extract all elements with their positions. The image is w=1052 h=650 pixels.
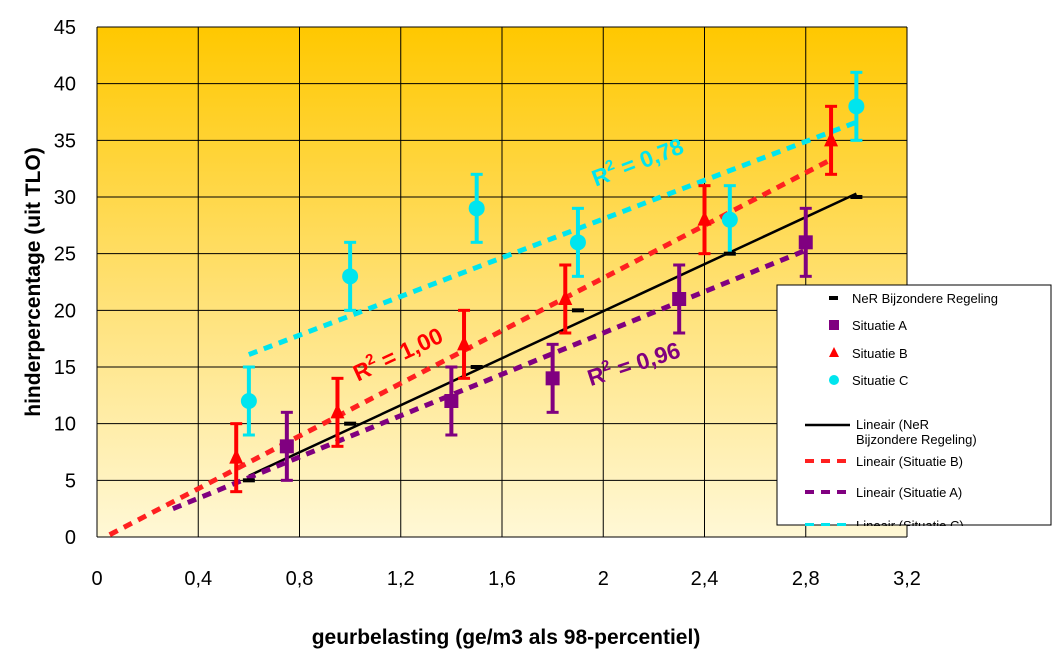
data-point-circle <box>569 234 586 251</box>
data-point-triangle <box>457 335 472 351</box>
data-point-circle <box>848 98 865 115</box>
trendline <box>171 247 807 511</box>
x-tick-label: 0,8 <box>286 568 314 590</box>
x-tick-label: 3,2 <box>893 568 921 590</box>
legend: NeR Bijzondere Regeling Situatie A Situati… <box>776 284 1052 533</box>
data-point-square <box>798 235 813 250</box>
x-tick-label: 1,2 <box>387 568 415 590</box>
data-point-square <box>545 371 560 386</box>
x-tick-label: 2,4 <box>691 568 719 590</box>
y-tick-label: 25 <box>54 244 76 266</box>
data-markers <box>229 98 865 483</box>
trendline <box>247 119 858 357</box>
y-tick-label: 5 <box>65 470 76 492</box>
data-point-triangle <box>697 210 712 226</box>
legend-label: Situatie C <box>852 373 908 388</box>
data-point-square <box>672 292 687 306</box>
x-tick-label: 2 <box>598 568 609 590</box>
data-point-circle <box>468 200 485 217</box>
legend-label: Lineair (Situatie A) <box>856 485 962 500</box>
data-point-circle <box>342 268 359 285</box>
data-point-triangle <box>558 290 573 305</box>
data-point-dash <box>571 308 584 313</box>
y-tick-label: 20 <box>54 300 76 322</box>
x-tick-label: 0,4 <box>184 568 212 590</box>
legend-label: Lineair (Situatie C) <box>856 518 964 533</box>
y-axis-title: hinderpercentage (uit TLO) <box>22 147 45 417</box>
trendline <box>108 157 833 537</box>
data-point-square <box>279 439 294 454</box>
data-point-dash <box>723 251 736 256</box>
tick-labels: 0 5 10 15 20 25 30 35 40 45 0 0,4 0,8 1,2 1,6 2 2,4 2,8 3,… <box>54 17 921 590</box>
data-point-circle <box>240 393 257 409</box>
data-point-triangle <box>824 131 839 147</box>
legend-label: Lineair (Situatie B) <box>856 454 963 469</box>
data-point-triangle <box>330 403 345 419</box>
legend-symbol-dash <box>829 296 838 300</box>
data-point-circle <box>721 211 738 228</box>
legend-box <box>776 284 1052 526</box>
x-axis-title: geurbelasting (ge/m3 als 98-percentiel) <box>312 626 701 649</box>
legend-label: Lineair (NeR Bijzondere Regeling) <box>856 417 977 447</box>
y-tick-label: 0 <box>65 527 76 549</box>
y-tick-label: 40 <box>54 74 76 96</box>
trendline <box>248 192 857 477</box>
data-point-dash <box>470 365 483 369</box>
data-point-dash <box>850 195 863 199</box>
y-tick-label: 30 <box>54 187 76 209</box>
y-tick-label: 35 <box>54 130 76 152</box>
legend-symbol-circle <box>829 375 839 385</box>
legend-symbol-triangle <box>829 347 839 357</box>
legend-label: Situatie B <box>852 346 908 361</box>
legend-label: NeR Bijzondere Regeling <box>852 291 998 306</box>
error-bars <box>230 70 863 494</box>
data-point-square <box>444 394 459 408</box>
data-point-dash <box>242 478 255 483</box>
data-point-triangle <box>229 448 244 464</box>
y-tick-label: 15 <box>54 357 76 379</box>
y-tick-label: 10 <box>54 414 76 436</box>
legend-label: Situatie A <box>852 318 907 333</box>
x-tick-label: 0 <box>91 568 102 590</box>
x-tick-label: 2,8 <box>792 568 820 590</box>
x-tick-label: 1,6 <box>488 568 516 590</box>
y-tick-label: 45 <box>54 17 76 39</box>
trendlines <box>108 119 858 537</box>
legend-symbol-square <box>829 320 839 330</box>
data-point-dash <box>344 421 357 426</box>
